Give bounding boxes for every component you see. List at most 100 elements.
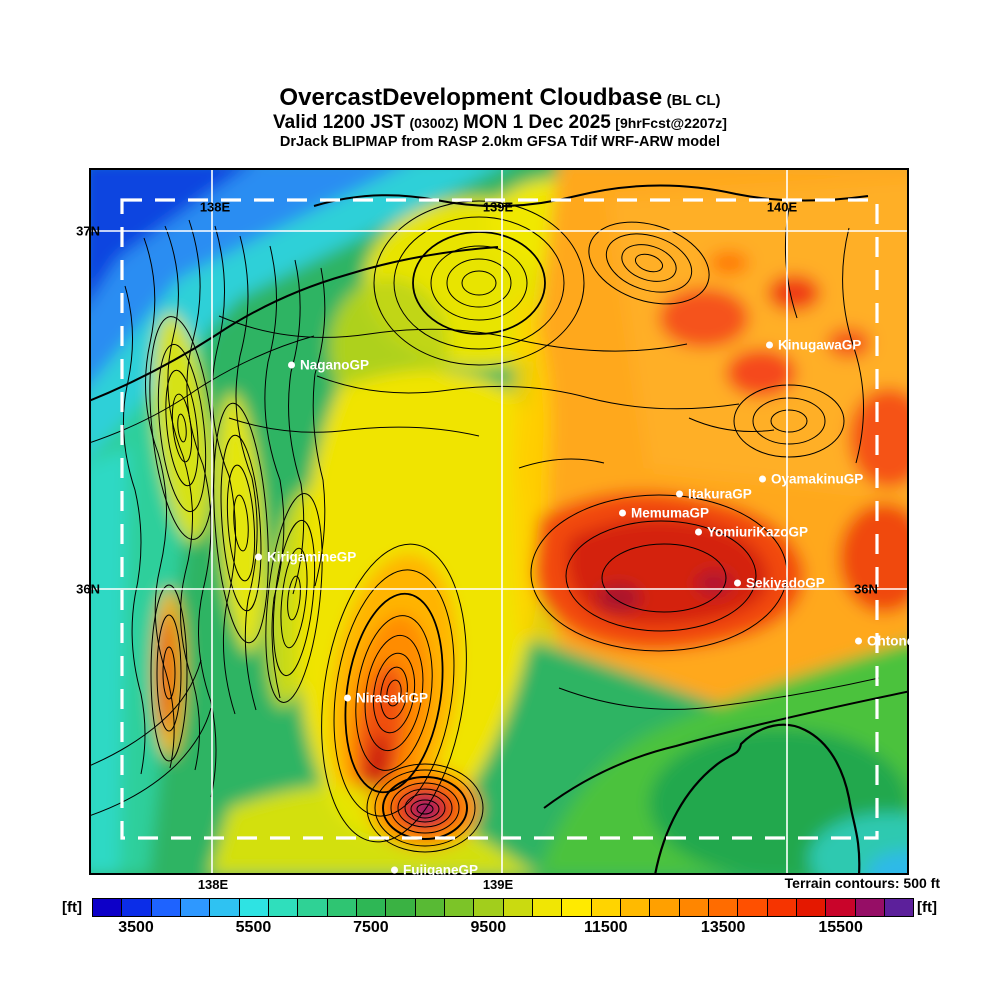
colorbar-segment [562,899,592,916]
station-KinugawaGP: KinugawaGP [766,338,861,353]
colorbar-unit-right: [ft] [917,899,937,916]
station-label: OhtoneGP [867,633,909,649]
colorbar-segment [298,899,328,916]
station-dot-icon [695,528,702,536]
colorbar-segment [151,899,181,916]
page-title-note: (BL CL) [666,92,721,109]
station-dot-icon [391,866,398,874]
colorbar-tick-label: 11500 [583,919,628,936]
grid-label-36N: 36N [854,581,878,597]
map-annotations: 138E 139E 140E 36N NaganoGP KinugawaGP Oyamaki… [89,168,909,876]
station-NirasakiGP: NirasakiGP [344,691,428,706]
station-NaganoGP: NaganoGP [288,358,369,373]
colorbar-segment [180,899,211,916]
lon-label-138E: 138E [197,877,229,892]
station-dot-icon [344,694,351,702]
colorbar-segment [239,899,269,916]
colorbar-segment [591,899,621,916]
colorbar-tick-label: 7500 [353,919,389,936]
model-line: DrJack BLIPMAP from RASP 2.0km GFSA Tdif… [279,134,721,151]
colorbar-tick-label: 13500 [700,919,746,936]
station-dot-icon [734,579,741,587]
station-FujiganeGP: FujiganeGP [391,862,479,876]
station-dot-icon [766,341,773,349]
colorbar-segment [884,899,914,916]
colorbar-segment [356,899,387,916]
colorbar-segment [93,899,123,916]
colorbar-ticks: 3500 5500 7500 9500 11500 13500 15500 [92,919,914,941]
colorbar-segment [796,899,827,916]
station-SekiyadoGP: SekiyadoGP [734,576,825,591]
station-label: KinugawaGP [778,337,862,353]
terrain-contour-note: Terrain contours: 500 ft [784,875,940,891]
station-dot-icon [288,361,295,369]
station-OyamakinuGP: OyamakinuGP [759,472,863,487]
valid-date: MON 1 Dec 2025 [462,111,611,133]
colorbar-segment [474,899,504,916]
station-label: FujiganeGP [403,862,479,876]
valid-zulu: (0300Z) [409,114,459,131]
colorbar-segment [532,899,563,916]
station-label: YomiuriKazoGP [707,524,809,540]
station-dot-icon [759,475,766,483]
grid-label-139E: 139E [482,199,514,215]
colorbar [92,898,914,917]
colorbar-segment [327,899,357,916]
station-dot-icon [855,637,862,645]
grid-label-140E: 140E [766,199,798,215]
colorbar-tick-label: 9500 [470,919,507,936]
station-dot-icon [676,490,683,498]
colorbar-segment [708,899,739,916]
colorbar-segment [855,899,885,916]
map-border [89,168,909,875]
valid-fcst: [9hrFcst@2207z] [615,114,727,131]
colorbar-segment [210,899,240,916]
valid-line: Valid 1200 JST (0300Z) MON 1 Dec 2025 [9… [0,112,1000,134]
station-label: NirasakiGP [356,690,429,706]
colorbar-segment [444,899,475,916]
colorbar-segment [503,899,533,916]
station-label: KirigamineGP [267,549,357,565]
map-raster [89,168,909,875]
lon-label-139E: 139E [482,877,514,892]
colorbar-tick-label: 5500 [235,919,272,936]
colorbar-tick-label: 3500 [118,919,154,936]
colorbar-tick-label: 15500 [818,919,863,936]
colorbar-segment [386,899,416,916]
colorbar-segment [122,899,152,916]
station-dot-icon [255,553,262,561]
grid-label-138E: 138E [199,199,231,215]
station-label: MemumaGP [631,505,710,521]
colorbar-segment [679,899,709,916]
valid-time: Valid 1200 JST [273,111,406,133]
colorbar-segment [650,899,680,916]
station-ItakuraGP: ItakuraGP [676,487,752,502]
title-line: OvercastDevelopment Cloudbase (BL CL) [0,84,1000,112]
terrain-contour-lines [89,184,909,853]
station-OhtoneGP: OhtoneGP [855,634,909,649]
header: OvercastDevelopment Cloudbase (BL CL) Va… [0,84,1000,151]
colorbar-segment [268,899,299,916]
colorbar-segment [738,899,768,916]
page-title: OvercastDevelopment Cloudbase [279,84,663,111]
latlon-grid-lines [89,168,909,875]
station-label: ItakuraGP [688,486,752,502]
station-label: OyamakinuGP [771,471,864,487]
colorbar-segment [826,899,856,916]
colorbar-segment [620,899,651,916]
station-label: SekiyadoGP [746,575,825,591]
model-domain-boundary [120,198,879,840]
station-MemumaGP: MemumaGP [619,506,709,521]
lat-label-37N: 37N [76,223,100,239]
coastline-path [653,723,861,875]
station-dot-icon [619,509,626,517]
colorbar-unit-left: [ft] [62,899,82,916]
map-canvas: 138E 139E 140E 36N NaganoGP KinugawaGP Oyamaki… [89,168,909,875]
lat-label-36N: 36N [76,581,100,597]
station-KirigamineGP: KirigamineGP [255,550,356,565]
colorbar-segment [767,899,797,916]
station-YomiuriKazoGP: YomiuriKazoGP [695,525,808,540]
colorbar-segment [415,899,445,916]
station-label: NaganoGP [300,357,370,373]
